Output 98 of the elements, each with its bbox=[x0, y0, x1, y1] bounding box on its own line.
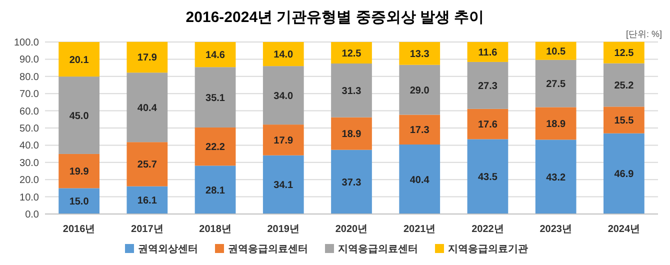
data-label: 43.2 bbox=[546, 172, 566, 184]
bar bbox=[399, 64, 440, 115]
bar bbox=[399, 144, 440, 214]
x-tick-label: 2019년 bbox=[267, 224, 300, 235]
data-label: 35.1 bbox=[206, 92, 226, 104]
data-label: 25.7 bbox=[137, 160, 158, 171]
bar bbox=[126, 72, 168, 142]
bar bbox=[194, 166, 236, 214]
bar bbox=[126, 186, 168, 214]
bar bbox=[535, 42, 576, 60]
y-tick-label: 50.0 bbox=[20, 124, 40, 134]
data-label: 31.3 bbox=[342, 86, 362, 97]
data-label: 12.5 bbox=[614, 48, 634, 60]
data-label: 17.9 bbox=[137, 52, 158, 64]
data-label: 34.1 bbox=[274, 180, 294, 192]
bar bbox=[467, 42, 508, 62]
legend-label: 권역응급의료센터 bbox=[228, 244, 308, 255]
bar bbox=[331, 64, 372, 118]
x-tick-label: 2017년 bbox=[131, 224, 164, 235]
data-label: 27.3 bbox=[478, 80, 498, 92]
data-label: 14.0 bbox=[274, 50, 294, 61]
data-label: 10.5 bbox=[546, 46, 566, 58]
y-tick-label: 40.0 bbox=[20, 140, 40, 152]
bar bbox=[194, 42, 236, 68]
bar bbox=[399, 42, 440, 65]
bar bbox=[604, 106, 644, 134]
y-tick-label: 0.0 bbox=[25, 210, 40, 220]
y-tick-label: 80.0 bbox=[20, 72, 40, 83]
bar bbox=[467, 139, 508, 214]
data-label: 37.3 bbox=[342, 177, 362, 188]
bar bbox=[194, 67, 236, 128]
bar bbox=[604, 63, 644, 107]
data-label: 17.3 bbox=[410, 125, 430, 136]
bar bbox=[535, 140, 576, 214]
x-tick-label: 2022년 bbox=[472, 224, 504, 235]
data-label: 16.1 bbox=[137, 196, 158, 207]
data-label: 34.0 bbox=[274, 90, 294, 102]
bar bbox=[58, 154, 100, 188]
data-label: 15.5 bbox=[614, 116, 634, 126]
data-label: 14.6 bbox=[206, 50, 226, 62]
y-tick-label: 100.0 bbox=[14, 38, 40, 48]
x-tick-label: 2016년 bbox=[62, 224, 96, 235]
bar bbox=[331, 117, 372, 150]
bar bbox=[262, 66, 304, 125]
bar bbox=[399, 114, 440, 145]
data-label: 18.9 bbox=[342, 129, 362, 140]
chart-title: 2016-2024년 기관유형별 중증외상 발생 추이 bbox=[186, 9, 484, 26]
bar bbox=[126, 142, 168, 186]
data-label: 27.5 bbox=[546, 79, 566, 90]
data-label: 17.6 bbox=[478, 120, 498, 131]
data-label: 25.2 bbox=[614, 80, 634, 92]
y-tick-label: 30.0 bbox=[20, 158, 40, 169]
x-tick-label: 2020년 bbox=[335, 224, 368, 235]
bar bbox=[58, 42, 100, 77]
data-label: 15.0 bbox=[69, 196, 90, 208]
data-label: 22.2 bbox=[206, 142, 226, 154]
y-tick-label: 20.0 bbox=[20, 175, 40, 186]
data-label: 40.4 bbox=[410, 174, 430, 186]
y-tick-label: 60.0 bbox=[20, 106, 40, 118]
data-label: 20.1 bbox=[69, 54, 90, 66]
data-label: 13.3 bbox=[410, 48, 430, 60]
bar bbox=[467, 108, 508, 140]
bar bbox=[535, 60, 576, 108]
x-tick-label: 2024년 bbox=[608, 224, 640, 235]
data-label: 28.1 bbox=[206, 185, 226, 196]
legend-label: 권역외상센터 bbox=[138, 244, 198, 255]
bar bbox=[535, 107, 576, 140]
bar bbox=[262, 124, 304, 156]
x-tick-label: 2023년 bbox=[540, 224, 572, 235]
data-label: 45.0 bbox=[69, 110, 90, 122]
data-label: 17.9 bbox=[274, 135, 294, 146]
legend-label: 지역응급의료센터 bbox=[338, 244, 418, 255]
bar bbox=[604, 133, 644, 214]
data-label: 12.5 bbox=[342, 48, 362, 60]
text: [단위: %] bbox=[626, 29, 662, 39]
data-label: 29.0 bbox=[410, 85, 430, 96]
y-tick-label: 10.0 bbox=[20, 192, 40, 204]
bar bbox=[331, 150, 372, 214]
data-label: 18.9 bbox=[546, 118, 566, 130]
data-label: 40.4 bbox=[137, 102, 158, 114]
bar bbox=[58, 188, 100, 214]
data-label: 43.5 bbox=[478, 172, 498, 184]
bar bbox=[604, 42, 644, 64]
bar bbox=[126, 42, 168, 73]
data-label: 19.9 bbox=[69, 166, 90, 178]
x-tick-label: 2018년 bbox=[199, 224, 232, 235]
data-label: 11.6 bbox=[478, 47, 498, 58]
bar bbox=[58, 76, 100, 154]
bar bbox=[262, 42, 304, 66]
legend-label: 지역응급의료기관 bbox=[448, 244, 528, 255]
x-tick-label: 2021년 bbox=[403, 224, 436, 235]
data-label: 46.9 bbox=[614, 169, 634, 180]
bar bbox=[262, 155, 304, 214]
bar bbox=[331, 42, 372, 64]
bar bbox=[194, 127, 236, 166]
bar bbox=[467, 62, 508, 109]
y-tick-label: 70.0 bbox=[20, 89, 40, 100]
y-tick-label: 90.0 bbox=[20, 54, 40, 66]
